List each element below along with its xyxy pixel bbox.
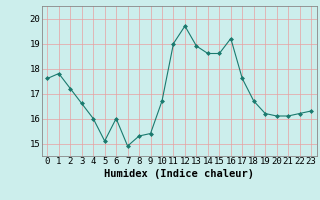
X-axis label: Humidex (Indice chaleur): Humidex (Indice chaleur) xyxy=(104,169,254,179)
